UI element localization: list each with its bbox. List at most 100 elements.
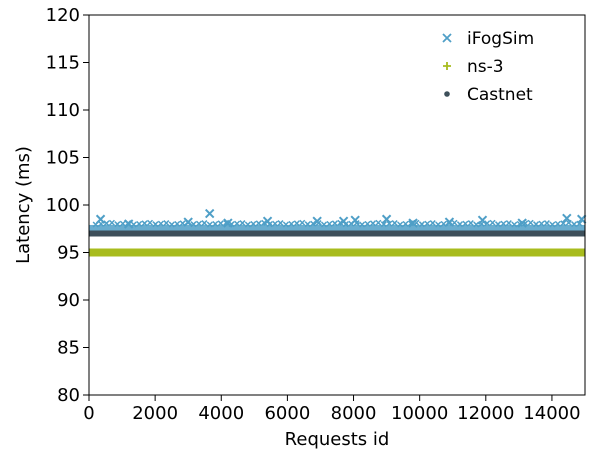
- legend-label: Castnet: [467, 85, 533, 105]
- ifogsim-point: [217, 220, 224, 227]
- ifogsim-point: [293, 220, 300, 227]
- x-tick-label: 6000: [264, 403, 310, 424]
- ifogsim-point: [288, 220, 295, 227]
- ifogsim-point: [375, 219, 382, 226]
- x-tick-label: 10000: [391, 403, 448, 424]
- ifogsim-point: [250, 220, 257, 227]
- ifogsim-point: [114, 221, 121, 228]
- ifogsim-outlier-point: [262, 216, 273, 226]
- legend-ifogsim-marker: [442, 33, 452, 43]
- ifogsim-point: [108, 219, 115, 226]
- plot-area: [89, 208, 587, 257]
- ifogsim-outlier-point: [338, 216, 349, 226]
- ifogsim-outlier-point: [444, 217, 455, 227]
- x-tick-label: 14000: [523, 403, 580, 424]
- ifogsim-outlier-point: [204, 208, 215, 219]
- ifogsim-point: [261, 219, 268, 226]
- x-axis-title: Requests id: [285, 429, 390, 450]
- ifogsim-point: [201, 220, 208, 227]
- ifogsim-point: [386, 220, 393, 227]
- ifogsim-point: [136, 220, 143, 227]
- ifogsim-outlier-point: [123, 219, 134, 229]
- ifogsim-point: [435, 221, 442, 228]
- ifogsim-point: [233, 220, 241, 227]
- ifogsim-point: [554, 220, 561, 227]
- ns3-series-line: [89, 248, 585, 257]
- ifogsim-point: [244, 221, 251, 228]
- y-tick-label: 95: [57, 243, 80, 264]
- legend-label: iFogSim: [467, 29, 534, 49]
- y-tick-label: 100: [46, 195, 80, 216]
- ifogsim-point: [152, 221, 159, 228]
- y-tick-label: 120: [46, 5, 80, 26]
- y-tick-label: 90: [57, 290, 80, 311]
- ifogsim-outlier-point: [562, 213, 572, 224]
- ifogsim-point: [239, 220, 246, 227]
- ifogsim-point: [141, 220, 148, 227]
- ifogsim-outlier-point: [223, 218, 233, 228]
- ifogsim-point: [369, 220, 376, 227]
- axes-frame: [88, 14, 586, 396]
- legend-label: ns-3: [467, 57, 504, 77]
- ifogsim-point: [195, 220, 202, 227]
- ifogsim-point: [527, 219, 534, 226]
- ifogsim-point: [310, 220, 317, 227]
- ifogsim-point: [511, 221, 518, 228]
- ifogsim-outlier-point: [183, 217, 193, 227]
- x-tick-label: 12000: [457, 403, 514, 424]
- ifogsim-point: [299, 219, 306, 226]
- ifogsim-point: [337, 219, 344, 226]
- ifogsim-point: [255, 220, 262, 227]
- ifogsim-point: [462, 220, 469, 227]
- ifogsim-point: [489, 219, 496, 226]
- ifogsim-point: [533, 221, 540, 228]
- ifogsim-point: [571, 221, 578, 228]
- ifogsim-outlier-point: [350, 215, 360, 225]
- ifogsim-point: [206, 221, 213, 228]
- ifogsim-point: [304, 221, 311, 228]
- ifogsim-point: [277, 220, 284, 227]
- y-tick-label: 85: [57, 338, 80, 359]
- y-tick-label: 105: [46, 148, 80, 169]
- ifogsim-point: [282, 221, 289, 228]
- ifogsim-point: [397, 221, 404, 228]
- ifogsim-point: [391, 220, 398, 227]
- ifogsim-series-band: [89, 224, 585, 232]
- legend-castnet-marker: [444, 91, 450, 97]
- ifogsim-point: [272, 220, 279, 227]
- x-tick-label: 0: [83, 403, 94, 424]
- ifogsim-point: [103, 220, 110, 227]
- ifogsim-outlier-point: [477, 215, 488, 225]
- ifogsim-point: [538, 220, 545, 227]
- y-tick-label: 115: [46, 53, 80, 74]
- ifogsim-point: [212, 220, 219, 227]
- ifogsim-point: [418, 221, 425, 228]
- ifogsim-outlier-point: [95, 214, 106, 224]
- ifogsim-outlier-point: [381, 214, 392, 224]
- ifogsim-point: [456, 221, 463, 228]
- ifogsim-outlier-point: [312, 216, 322, 226]
- ifogsim-point: [402, 220, 409, 227]
- ifogsim-point: [119, 220, 126, 227]
- x-tick-label: 8000: [331, 403, 377, 424]
- ifogsim-point: [326, 220, 333, 227]
- x-tick-label: 4000: [198, 403, 244, 424]
- y-tick-label: 80: [57, 385, 80, 406]
- ifogsim-point: [429, 220, 436, 227]
- ifogsim-point: [424, 220, 431, 227]
- ifogsim-point: [484, 220, 491, 227]
- ifogsim-point: [549, 221, 556, 228]
- ifogsim-point: [505, 220, 512, 227]
- ifogsim-outlier-point: [408, 218, 418, 228]
- x-tick-label: 2000: [132, 403, 178, 424]
- ifogsim-point: [364, 220, 371, 227]
- axis-ticks: 0 2000 4000 6000 8000 10000 12000 14000 80 85 90 95…: [46, 5, 581, 424]
- ifogsim-point: [168, 221, 175, 228]
- ifogsim-point: [473, 221, 480, 228]
- ifogsim-point: [560, 220, 567, 227]
- ifogsim-outlier-point: [517, 218, 527, 228]
- ifogsim-point: [146, 219, 154, 226]
- ifogsim-point: [543, 220, 550, 227]
- ifogsim-outlier-point: [576, 214, 587, 224]
